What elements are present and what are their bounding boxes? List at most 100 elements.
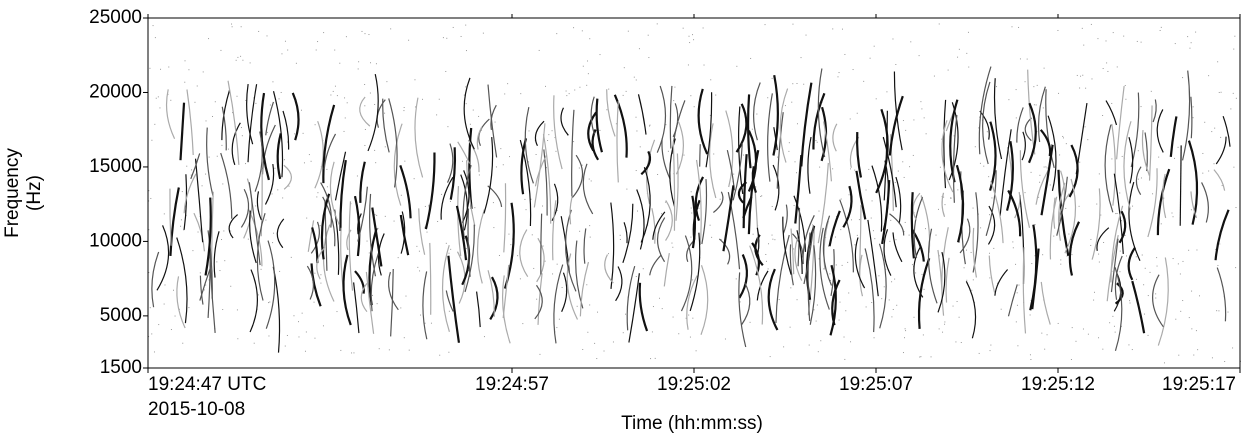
- spectrogram-trace: [1152, 99, 1157, 123]
- noise-dot: [320, 274, 322, 276]
- noise-dot: [1039, 181, 1041, 183]
- noise-dot: [749, 321, 751, 323]
- noise-dot: [358, 61, 360, 63]
- noise-dot: [902, 120, 904, 122]
- spectrogram-trace: [542, 133, 552, 224]
- noise-dot: [376, 303, 378, 305]
- noise-dot: [170, 99, 172, 101]
- spectrogram-trace: [1022, 247, 1027, 334]
- noise-dot: [895, 239, 897, 241]
- spectrogram-trace: [418, 208, 426, 255]
- noise-dot: [1018, 26, 1020, 28]
- noise-dot: [958, 316, 960, 318]
- spectrogram-trace: [456, 251, 466, 304]
- noise-dot: [232, 112, 234, 114]
- noise-dot: [542, 245, 544, 247]
- noise-dot: [840, 198, 842, 200]
- noise-dot: [665, 124, 667, 126]
- noise-dot: [153, 351, 155, 353]
- noise-dot: [878, 275, 880, 277]
- spectrogram-trace: [937, 251, 946, 313]
- noise-dot: [357, 68, 359, 70]
- noise-dot: [950, 197, 952, 199]
- noise-dot: [1114, 331, 1116, 333]
- noise-dot: [1068, 233, 1070, 235]
- noise-dot: [294, 133, 296, 135]
- noise-dot: [298, 336, 300, 338]
- x-tick-label: 19:25:17: [1162, 374, 1236, 395]
- noise-dot: [1124, 84, 1126, 86]
- spectrogram-trace: [447, 143, 454, 183]
- noise-dot: [1217, 61, 1219, 63]
- noise-dot: [208, 38, 210, 40]
- noise-dot: [678, 333, 680, 335]
- noise-dot: [674, 86, 676, 88]
- noise-dot: [1156, 265, 1158, 267]
- noise-dot: [280, 91, 282, 93]
- spectrogram-trace: [988, 121, 997, 191]
- spectrogram-trace: [283, 164, 293, 190]
- noise-dot: [1187, 36, 1189, 38]
- noise-dot: [293, 315, 295, 317]
- spectrogram-trace: [705, 92, 713, 168]
- noise-dot: [302, 132, 304, 134]
- noise-dot: [1087, 139, 1089, 141]
- spectrogram-trace: [1215, 136, 1227, 165]
- spectrogram-trace: [587, 111, 597, 152]
- noise-dot: [530, 198, 532, 200]
- noise-dot: [478, 115, 480, 117]
- spectrogram-trace: [348, 201, 354, 291]
- noise-dot: [403, 337, 405, 339]
- spectrogram-trace: [1190, 191, 1198, 219]
- spectrogram-trace: [793, 195, 807, 252]
- noise-dot: [510, 244, 512, 246]
- noise-dot: [1098, 253, 1100, 255]
- spectrogram-trace: [478, 118, 490, 146]
- spectrogram-trace: [231, 122, 241, 166]
- noise-dot: [830, 279, 832, 281]
- spectrogram-trace: [858, 204, 862, 275]
- noise-dot: [587, 331, 589, 333]
- spectrogram-trace: [519, 229, 529, 278]
- spectrogram-trace: [854, 237, 866, 289]
- spectrogram-trace: [537, 273, 543, 325]
- noise-dot: [856, 234, 858, 236]
- noise-dot: [805, 34, 807, 36]
- noise-dot: [480, 129, 482, 131]
- spectrogram-trace: [314, 120, 324, 189]
- noise-dot: [1224, 361, 1226, 363]
- noise-dot: [1136, 40, 1138, 42]
- noise-dot: [1214, 127, 1216, 129]
- noise-dot: [769, 356, 771, 358]
- spectrogram-trace: [893, 71, 903, 151]
- spectrogram-trace: [941, 192, 946, 217]
- noise-dot: [688, 35, 690, 37]
- noise-dot: [1191, 290, 1193, 292]
- y-tick-label: 20000: [89, 81, 142, 102]
- noise-dot: [344, 117, 346, 119]
- spectrogram-trace: [817, 68, 826, 158]
- noise-dot: [364, 128, 366, 130]
- noise-dot: [364, 33, 366, 35]
- noise-dot: [685, 317, 687, 319]
- noise-dot: [1039, 174, 1041, 176]
- spectrogram-trace: [1064, 178, 1077, 254]
- noise-dot: [844, 358, 846, 360]
- spectrogram-trace: [359, 161, 366, 203]
- spectrogram-trace: [342, 254, 352, 326]
- noise-dot: [574, 89, 576, 91]
- noise-dot: [1160, 26, 1162, 28]
- spectrogram-trace: [725, 110, 734, 188]
- spectrogram-trace: [747, 130, 758, 192]
- noise-dot: [648, 57, 650, 59]
- spectrogram-trace: [756, 227, 760, 254]
- noise-dot: [957, 56, 959, 58]
- noise-dot: [1070, 359, 1072, 361]
- spectrogram-trace: [323, 133, 337, 170]
- spectrogram-trace: [483, 136, 494, 214]
- noise-dot: [1190, 209, 1192, 211]
- noise-dot: [894, 278, 896, 280]
- noise-dot: [587, 73, 589, 75]
- spectrogram-trace: [260, 92, 270, 181]
- noise-dot: [152, 25, 154, 27]
